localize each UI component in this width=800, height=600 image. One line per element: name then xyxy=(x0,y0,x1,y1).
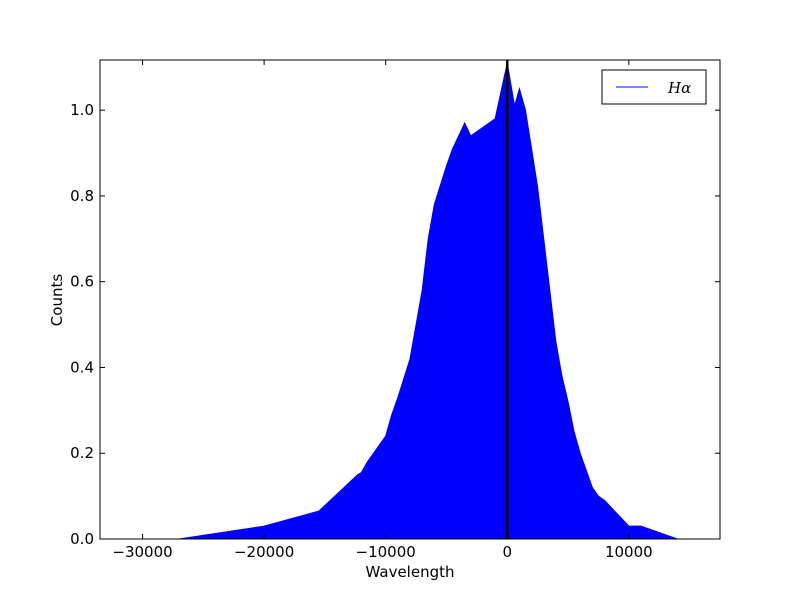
y-tick-label: 0.0 xyxy=(70,530,94,548)
legend-label: Hα xyxy=(667,79,691,97)
x-tick-label: −10000 xyxy=(356,543,416,561)
plot-frame xyxy=(99,59,721,540)
y-tick-label: 0.6 xyxy=(70,273,94,291)
y-tick-label: 0.2 xyxy=(70,444,94,462)
x-axis-label: Wavelength xyxy=(366,563,455,581)
x-tick-label: 10000 xyxy=(605,543,653,561)
x-tick-label: −20000 xyxy=(234,543,294,561)
x-tick-label: 0 xyxy=(502,543,512,561)
area xyxy=(100,62,720,540)
x-tick-label: −30000 xyxy=(112,543,172,561)
y-tick-label: 0.4 xyxy=(70,358,94,376)
y-tick-label: 0.8 xyxy=(70,187,94,205)
y-axis-label: Counts xyxy=(48,274,66,327)
y-tick-label: 1.0 xyxy=(70,101,94,119)
